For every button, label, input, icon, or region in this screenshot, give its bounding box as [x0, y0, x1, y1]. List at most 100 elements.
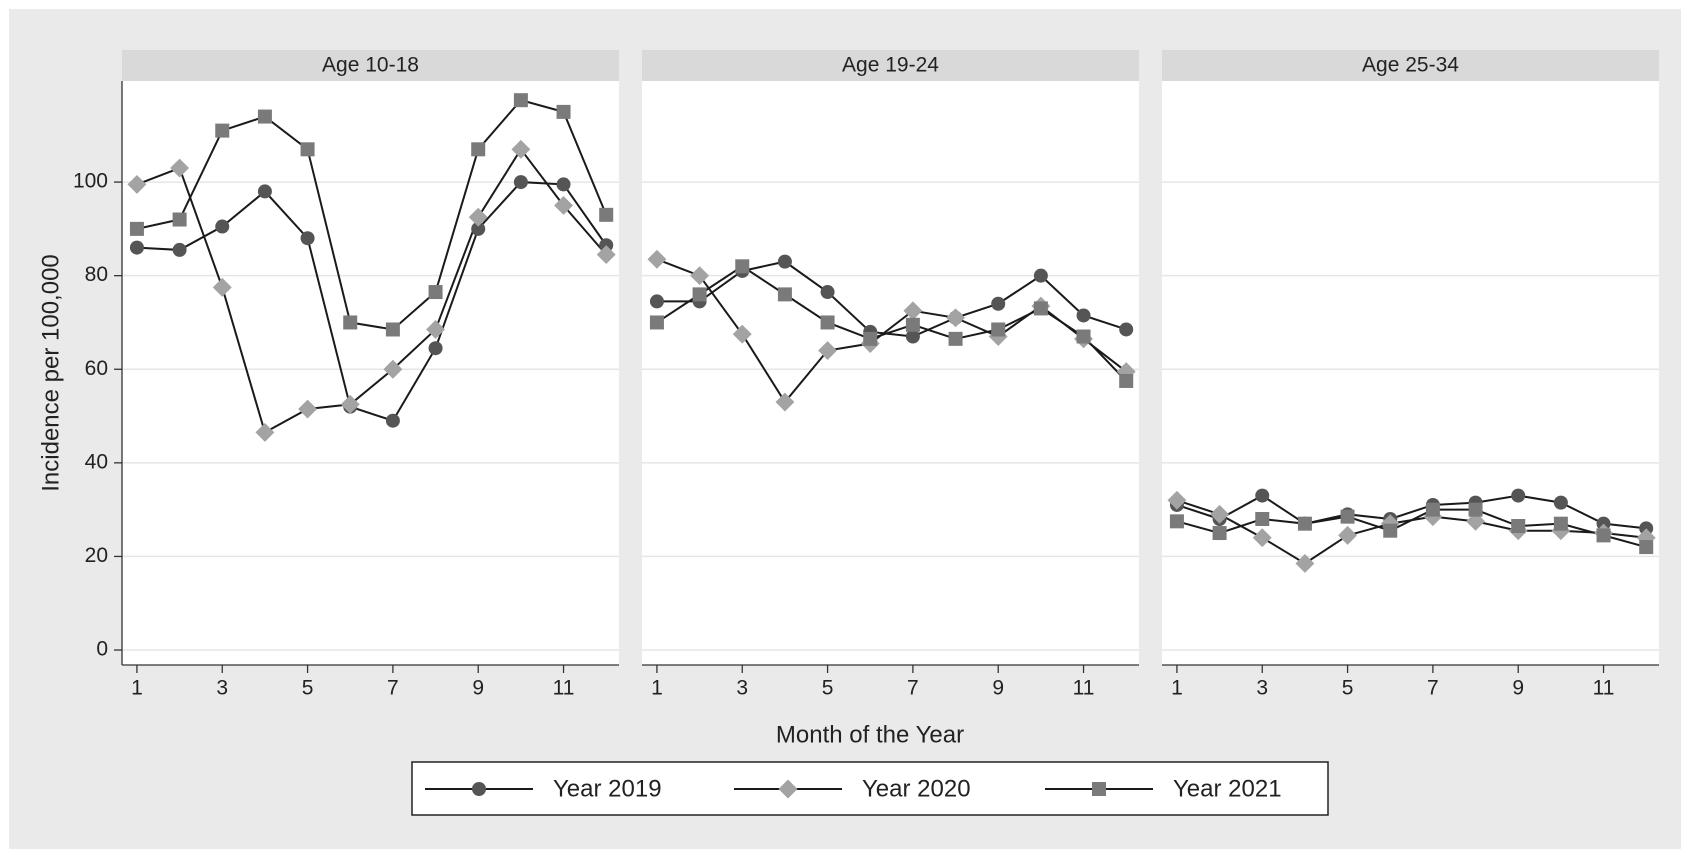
marker	[170, 158, 190, 178]
series-line	[656, 260, 1127, 338]
panel-title: Age 10-18	[322, 54, 419, 77]
marker	[343, 315, 358, 330]
marker	[735, 259, 750, 274]
x-tick-label: 11	[1073, 677, 1095, 700]
y-tick-label: 40	[85, 450, 108, 473]
marker	[1423, 507, 1443, 527]
marker	[820, 315, 835, 330]
x-tick-label: 9	[1512, 677, 1524, 700]
marker	[649, 315, 664, 330]
marker	[1636, 528, 1656, 548]
marker	[1511, 519, 1526, 534]
marker	[556, 104, 571, 119]
legend-label: Year 2019	[553, 775, 662, 802]
marker	[1169, 514, 1184, 529]
x-tick-label: 5	[1342, 677, 1354, 700]
marker	[1596, 528, 1611, 543]
series-line	[656, 258, 1127, 404]
marker	[511, 139, 531, 159]
x-tick-label: 5	[822, 677, 834, 700]
marker	[690, 266, 710, 286]
marker	[471, 142, 486, 157]
marker	[599, 207, 614, 222]
marker	[905, 317, 920, 332]
panel-header	[122, 50, 619, 81]
marker	[692, 287, 707, 302]
marker	[1639, 540, 1654, 555]
marker	[1167, 490, 1187, 510]
x-tick-label: 1	[1171, 677, 1183, 700]
marker	[385, 322, 400, 337]
marker	[1212, 526, 1227, 541]
marker	[818, 341, 838, 360]
marker	[863, 331, 878, 346]
marker	[471, 221, 486, 236]
marker	[1119, 373, 1134, 388]
marker	[1076, 308, 1091, 323]
marker	[905, 329, 920, 344]
x-tick-label: 1	[651, 677, 663, 700]
marker	[1553, 495, 1568, 510]
marker	[1511, 488, 1526, 503]
panel-background	[122, 81, 619, 665]
marker	[215, 123, 230, 138]
marker	[1553, 516, 1568, 531]
marker	[129, 240, 144, 255]
panel-background	[642, 81, 1139, 665]
legend-marker	[1092, 782, 1106, 796]
series-line	[136, 181, 608, 422]
y-axis-label: Incidence per 100,000	[37, 254, 64, 492]
marker	[1255, 512, 1270, 526]
marker	[596, 245, 616, 265]
marker	[991, 296, 1006, 311]
marker	[428, 285, 443, 300]
marker	[948, 331, 963, 346]
marker	[212, 277, 232, 297]
panel-background	[1162, 81, 1659, 665]
x-tick-label: 5	[302, 677, 314, 700]
x-tick-label: 7	[1427, 677, 1439, 700]
marker	[1255, 488, 1270, 503]
marker	[1295, 554, 1315, 573]
legend-label: Year 2021	[1173, 775, 1282, 802]
marker	[468, 207, 488, 227]
marker	[1468, 502, 1483, 517]
marker	[732, 324, 752, 344]
x-axis-label: Month of the Year	[776, 721, 964, 748]
marker	[1210, 504, 1230, 524]
x-tick-label: 9	[472, 677, 484, 700]
marker	[383, 359, 403, 379]
marker	[777, 287, 792, 302]
x-tick-label: 11	[553, 677, 575, 700]
legend-marker	[778, 779, 798, 799]
legend-label: Year 2020	[862, 775, 971, 802]
marker	[426, 320, 446, 339]
marker	[1338, 525, 1358, 545]
y-tick-label: 0	[96, 638, 108, 661]
marker	[820, 285, 835, 300]
x-tick-label: 9	[992, 677, 1004, 700]
marker	[775, 392, 795, 412]
marker	[257, 184, 272, 199]
marker	[215, 219, 230, 234]
marker	[255, 422, 275, 442]
marker	[903, 301, 923, 321]
legend	[411, 761, 1329, 816]
x-tick-label: 7	[907, 677, 919, 700]
series-line	[136, 99, 608, 331]
marker	[1033, 268, 1048, 283]
panel-header	[642, 50, 1139, 81]
marker	[1340, 509, 1355, 524]
y-tick-label: 20	[85, 544, 108, 567]
marker	[257, 109, 272, 124]
marker	[428, 341, 443, 356]
x-tick-label: 11	[1593, 677, 1615, 700]
y-tick-label: 60	[85, 357, 108, 380]
panel-header	[1162, 50, 1659, 81]
marker	[1380, 514, 1400, 534]
marker	[1033, 301, 1048, 316]
marker	[172, 212, 187, 227]
y-tick-label: 80	[85, 263, 108, 286]
marker	[946, 308, 966, 328]
